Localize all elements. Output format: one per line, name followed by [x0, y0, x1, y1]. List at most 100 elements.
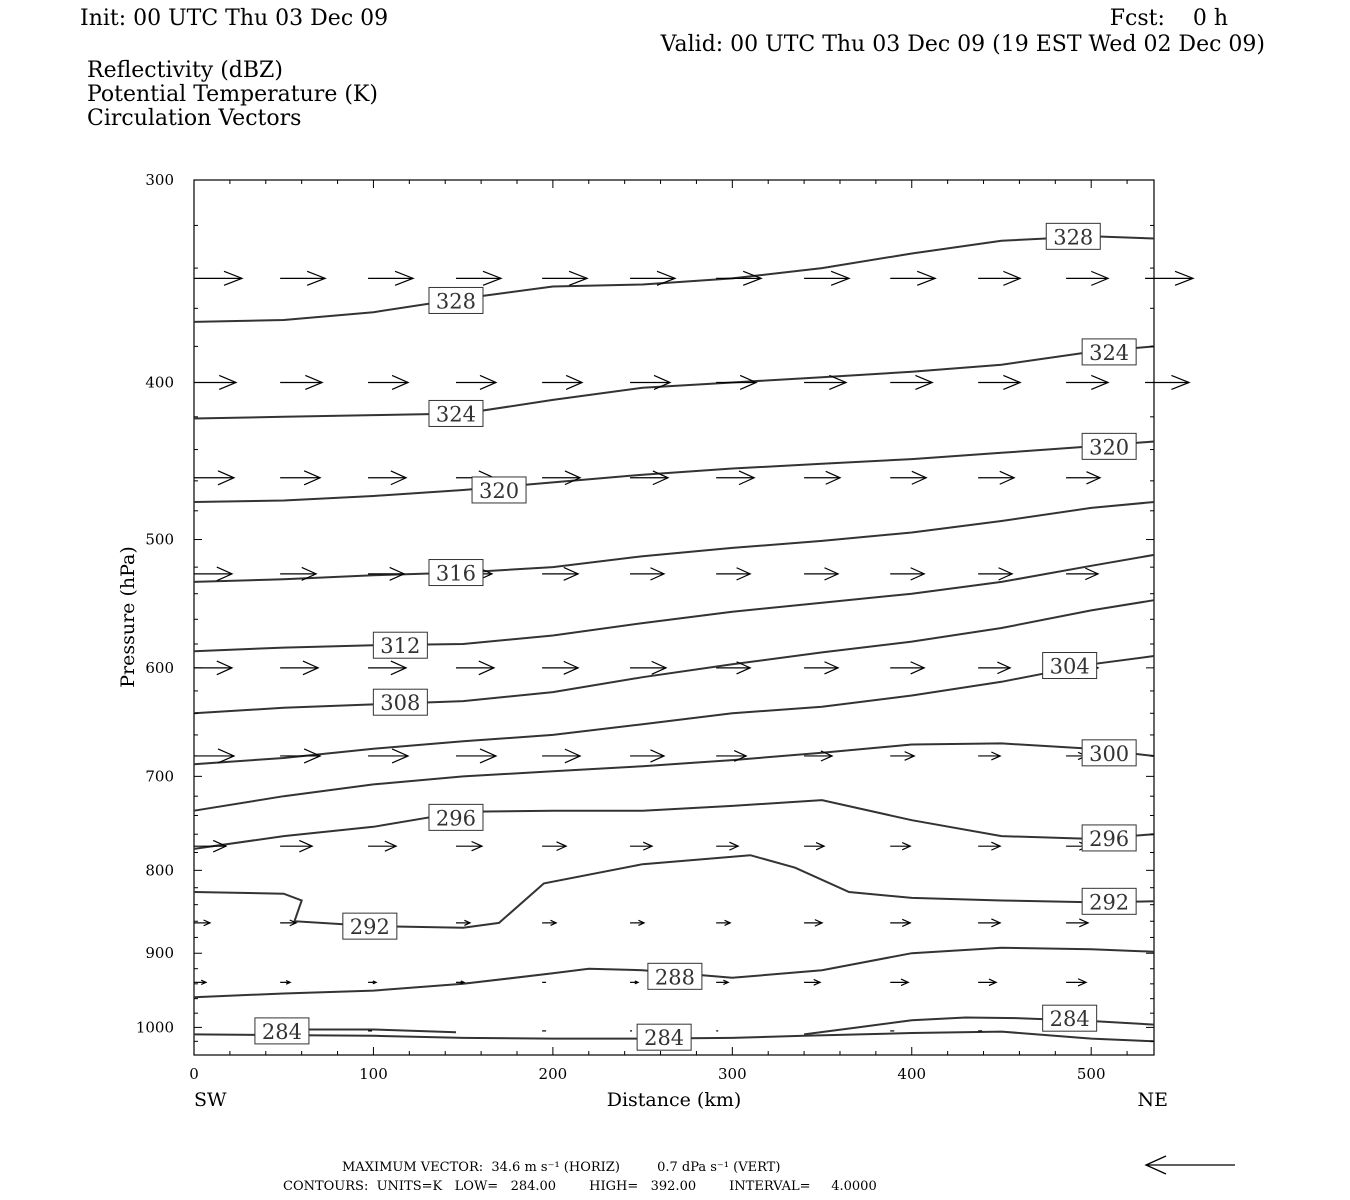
contour-label-text: 304 — [1050, 655, 1090, 679]
vector-arrow — [542, 566, 580, 581]
y-tick-label: 300 — [145, 171, 174, 189]
contour-label: 320 — [471, 476, 527, 504]
vector-arrow — [804, 842, 826, 851]
vector-arrow — [804, 661, 840, 675]
vector-arrow — [280, 270, 327, 286]
contour-label-text: 284 — [262, 1020, 302, 1044]
vector-arrow — [280, 470, 322, 486]
y-axis-label: Pressure (hPa) — [117, 546, 139, 688]
contour-label: 296 — [428, 803, 484, 831]
theta-contour-308-5 — [193, 599, 1155, 715]
contour-label-text: 324 — [436, 402, 476, 426]
vector-arrow — [978, 918, 1002, 928]
vector-arrow — [1066, 978, 1088, 987]
contour-info-note: CONTOURS: UNITS=K LOW= 284.00 HIGH= 392.… — [283, 1179, 877, 1194]
contour-label: 296 — [1081, 824, 1137, 852]
contour-label-text: 292 — [350, 915, 390, 939]
vector-arrow — [542, 919, 558, 926]
vector-arrow — [630, 470, 670, 486]
vector-arrow — [890, 567, 926, 581]
vector-arrow — [368, 566, 406, 581]
vector-arrow — [280, 374, 324, 391]
vector-arrow — [890, 470, 928, 485]
contour-label: 288 — [647, 962, 703, 990]
vector-arrow — [542, 841, 568, 852]
valid-time: Valid: 00 UTC Thu 03 Dec 09 (19 EST Wed … — [660, 32, 1265, 57]
vector-arrow — [542, 660, 580, 675]
vector-arrow — [978, 470, 1016, 485]
contour-label: 312 — [372, 631, 428, 659]
vector-arrow — [542, 748, 582, 764]
vector-arrow — [368, 840, 398, 852]
vector-arrow — [978, 978, 998, 987]
vector-arrow — [630, 270, 677, 286]
vector-arrow — [455, 980, 466, 985]
vector-arrow — [630, 374, 672, 391]
vector-arrow — [890, 374, 934, 391]
contour-label: 284 — [1042, 1004, 1098, 1032]
vector-arrow — [716, 567, 752, 581]
vector-arrow — [716, 470, 756, 486]
y-tick-label: 700 — [145, 767, 174, 785]
vector-arrow — [978, 751, 1002, 761]
axes: 0 100 200 300 400 500 300 400 500 600 700 800 900 100… — [136, 171, 1154, 1083]
vector-arrow — [280, 660, 320, 676]
vector-arrow — [194, 566, 234, 582]
y-tick-label: 1000 — [136, 1018, 174, 1036]
vector-arrow — [280, 839, 314, 853]
vector-arrow — [194, 470, 236, 486]
y-tick-label: 600 — [145, 659, 174, 677]
vector-arrow — [716, 919, 732, 926]
vector-arrow — [890, 842, 912, 851]
vector-arrow — [804, 919, 824, 927]
contour-labels: 328 328 324 324 320 320 316 312 308 304 300 296 296 2… — [254, 222, 1137, 1051]
contour-label-text: 328 — [436, 289, 476, 313]
contour-label: 324 — [428, 399, 484, 427]
vector-arrow — [1066, 567, 1100, 581]
vector-arrow — [804, 374, 848, 391]
vector-arrow — [280, 748, 322, 764]
vector-arrow — [1066, 270, 1110, 286]
vector-arrow — [368, 980, 378, 985]
field-label-circulation-vectors: Circulation Vectors — [87, 106, 301, 131]
vector-arrow — [630, 980, 640, 985]
y-tick-label: 500 — [145, 531, 174, 549]
theta-contour-296-8 — [193, 799, 1155, 850]
vector-arrow — [804, 567, 840, 581]
contour-label-text: 284 — [1050, 1007, 1090, 1031]
vector-arrow — [194, 270, 244, 286]
contour-label-text: 324 — [1089, 341, 1129, 365]
x-tick-label: 300 — [718, 1065, 747, 1083]
vector-arrow — [280, 919, 298, 927]
theta-contours — [193, 235, 1155, 1043]
vector-arrow — [368, 374, 410, 391]
x-tick-label: 0 — [189, 1065, 199, 1083]
vector-arrow — [455, 660, 496, 676]
vector-arrow — [978, 270, 1022, 286]
theta-contour-300-7 — [193, 742, 1155, 812]
theta-contour-320-2 — [193, 440, 1155, 503]
vector-arrow — [455, 919, 472, 926]
vector-arrow — [455, 270, 503, 286]
x-tick-label: 400 — [897, 1065, 926, 1083]
theta-contour-324-1 — [193, 345, 1155, 420]
vector-arrow — [542, 270, 589, 286]
y-tick-label: 400 — [145, 373, 174, 391]
field-label-reflectivity: Reflectivity (dBZ) — [87, 58, 283, 83]
vector-arrow — [194, 839, 228, 853]
vector-arrow — [716, 374, 758, 391]
theta-contour-304-6 — [193, 655, 1155, 766]
vector-arrow — [978, 661, 1012, 675]
plot-frame — [193, 179, 1155, 1056]
theta-contour-316-3 — [193, 501, 1155, 583]
theta-contour-288-10 — [193, 946, 1155, 999]
vector-arrow — [280, 979, 292, 985]
y-tick-label: 900 — [145, 944, 174, 962]
vector-arrow — [630, 841, 654, 851]
vector-arrow — [455, 840, 484, 852]
vector-arrow — [280, 566, 318, 581]
vector-arrow — [368, 660, 408, 676]
vector-arrow — [804, 978, 822, 986]
vector-arrow — [890, 270, 937, 286]
vector-arrow — [542, 470, 582, 486]
